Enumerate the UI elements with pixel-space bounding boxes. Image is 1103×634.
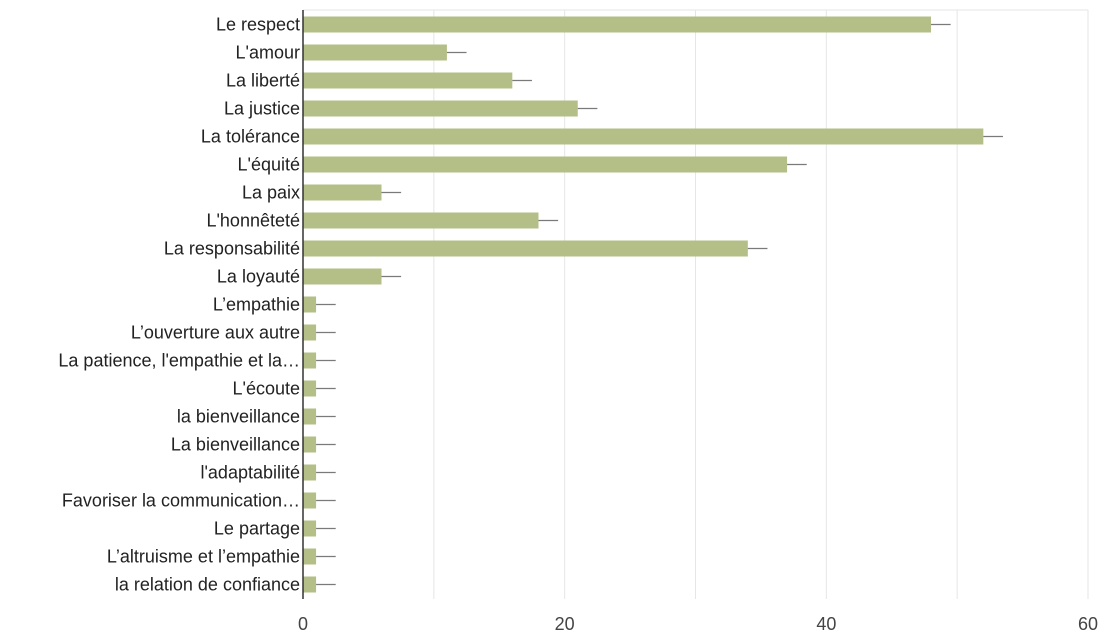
category-label: La liberté [226,71,300,91]
x-tick-label: 20 [555,614,575,634]
x-tick-label: 60 [1078,614,1098,634]
category-label: La loyauté [217,267,300,287]
bar [303,44,447,61]
category-label: Le respect [216,15,300,35]
bar [303,408,317,425]
bar [303,520,317,537]
bar [303,156,788,173]
category-label: La bienveillance [171,435,300,455]
category-label: la bienveillance [177,407,300,427]
bar [303,464,317,481]
category-label: La justice [224,99,300,119]
bar [303,324,317,341]
category-label: L’altruisme et l’empathie [107,547,300,567]
category-labels: Le respect L'amour La liberté La justice La … [58,15,300,595]
bar [303,296,317,313]
category-label: L’empathie [213,295,300,315]
category-label: La responsabilité [164,239,300,259]
bar [303,72,513,89]
bar [303,380,317,397]
error-bars [316,23,1003,586]
bar [303,128,984,145]
bar [303,212,539,229]
category-label: La paix [242,183,300,203]
bar [303,100,578,117]
grid-lines [303,9,1089,599]
category-label: L'équité [238,155,301,175]
bar [303,240,748,257]
category-label: L'amour [236,43,300,63]
bar [303,436,317,453]
bar [303,548,317,565]
category-label: Le partage [214,519,300,539]
bar [303,492,317,509]
bar [303,184,382,201]
bar [303,352,317,369]
bar [303,16,931,33]
category-label: l'adaptabilité [200,463,300,483]
bar [303,268,382,285]
category-label: La patience, l'empathie et la… [58,351,300,371]
x-tick-labels: 0 20 40 60 [298,614,1098,634]
category-label: L'honnêteté [206,211,300,231]
category-label: L’ouverture aux autre [131,323,300,343]
category-label: La tolérance [201,127,300,147]
x-tick-label: 0 [298,614,308,634]
bar [303,576,317,593]
category-label: Favoriser la communication… [62,491,300,511]
bars [303,16,984,593]
category-label: L'écoute [233,379,301,399]
category-label: la relation de confiance [115,575,300,595]
x-tick-label: 40 [816,614,836,634]
